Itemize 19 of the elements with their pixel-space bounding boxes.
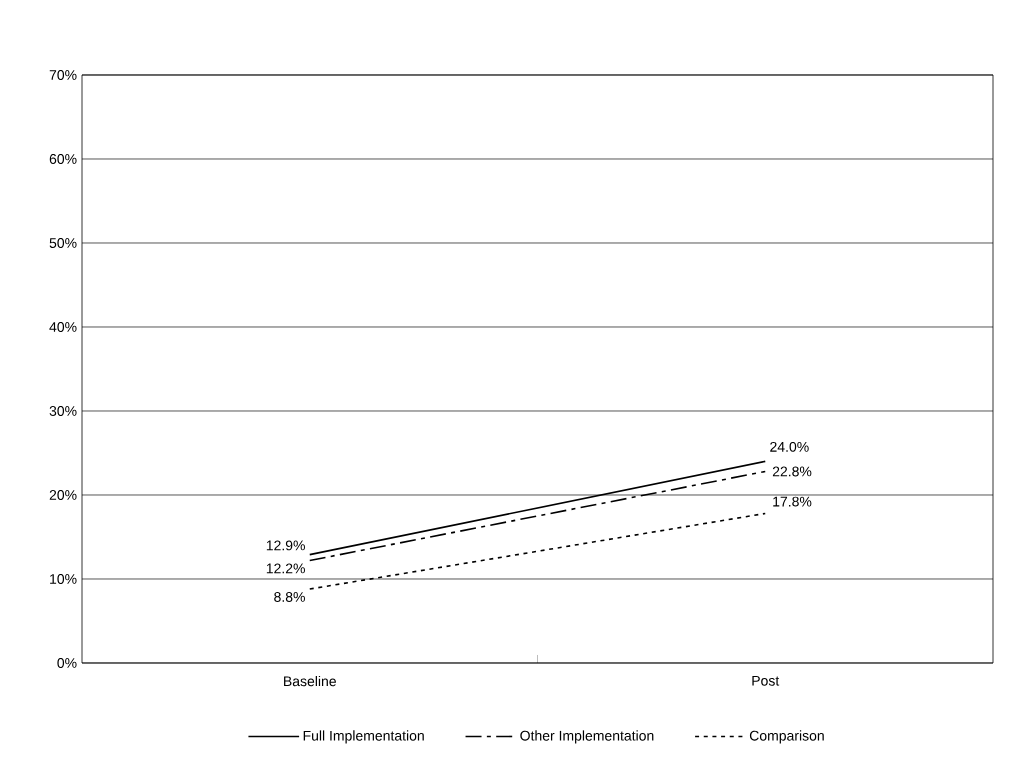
y-tick-label: 60%	[49, 154, 77, 164]
x-tick-label: Baseline	[284, 675, 336, 687]
y-tick-label: 70%	[49, 70, 77, 80]
legend-label: Other Implementation	[520, 730, 654, 744]
x-tick-label: Post	[752, 675, 780, 686]
data-label: 17.8%	[773, 496, 812, 507]
data-label: 12.9%	[266, 540, 305, 551]
data-label: 22.8%	[772, 466, 812, 477]
y-tick-label: 40%	[49, 322, 77, 332]
y-tick-label: 50%	[49, 238, 77, 248]
legend-label: Full Implementation	[303, 730, 424, 744]
data-label: 8.8%	[274, 592, 305, 602]
y-tick-label: 20%	[49, 490, 77, 500]
y-tick-label: 30%	[49, 406, 77, 416]
data-label: 24.0%	[770, 441, 809, 452]
y-tick-label: 10%	[50, 574, 77, 584]
data-label: 12.2%	[266, 563, 305, 574]
legend-label: Comparison	[749, 730, 824, 744]
y-tick-label: 0%	[57, 658, 77, 668]
